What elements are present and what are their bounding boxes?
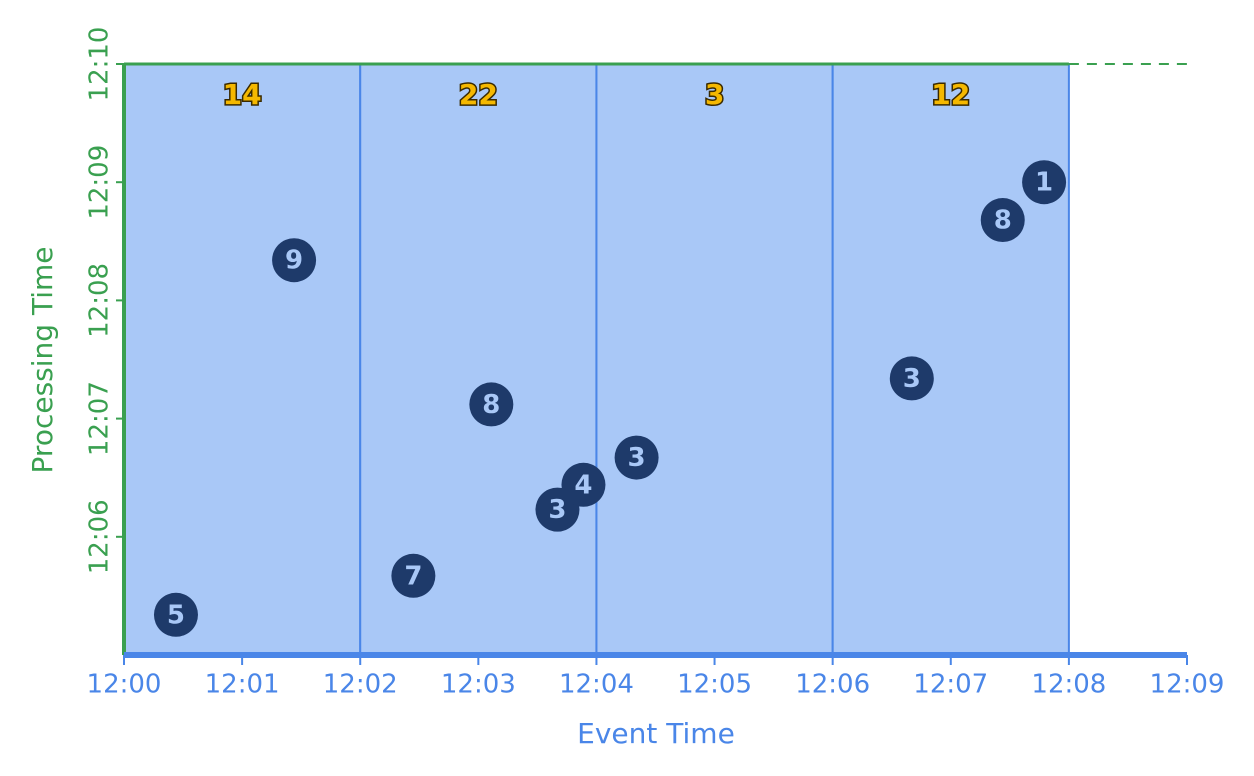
window-sum: 3 xyxy=(705,78,724,111)
point-label: 4 xyxy=(574,470,592,500)
point-label: 1 xyxy=(1035,168,1053,198)
point xyxy=(469,382,514,427)
point xyxy=(153,592,198,637)
window xyxy=(831,63,1070,656)
point-label: 3 xyxy=(903,364,921,394)
y-tick-label: 12:10 xyxy=(85,27,115,102)
window-sum: 22 xyxy=(459,78,498,111)
window xyxy=(595,63,834,656)
x-tick-label: 12:00 xyxy=(87,670,162,700)
x-tick-label: 12:06 xyxy=(795,670,870,700)
y-tick-label: 12:07 xyxy=(85,381,115,456)
x-tick-label: 12:05 xyxy=(677,670,752,700)
point-label: 8 xyxy=(482,390,500,420)
x-tick-label: 12:07 xyxy=(913,670,988,700)
x-tick-label: 12:02 xyxy=(323,670,398,700)
point-label: 3 xyxy=(548,495,566,525)
x-axis-label: Event Time xyxy=(577,717,735,750)
point xyxy=(1022,160,1067,205)
x-tick-label: 12:09 xyxy=(1150,670,1225,700)
point xyxy=(391,553,436,598)
y-axis-label: Processing Time xyxy=(26,247,59,474)
point-label: 7 xyxy=(404,561,422,591)
window-sum: 12 xyxy=(931,78,970,111)
point-label: 8 xyxy=(994,206,1012,236)
point-label: 5 xyxy=(167,600,185,630)
point xyxy=(272,238,317,283)
x-tick-label: 12:03 xyxy=(441,670,516,700)
y-tick-label: 12:06 xyxy=(85,499,115,574)
x-tick-label: 12:01 xyxy=(205,670,280,700)
x-tick-label: 12:08 xyxy=(1031,670,1106,700)
y-tick-label: 12:09 xyxy=(85,145,115,220)
window xyxy=(359,63,598,656)
window-sum: 14 xyxy=(223,78,262,111)
point xyxy=(561,462,606,507)
y-tick-label: 12:08 xyxy=(85,263,115,338)
x-tick-label: 12:04 xyxy=(559,670,634,700)
window xyxy=(123,63,362,656)
point-label: 3 xyxy=(628,443,646,473)
point xyxy=(889,356,934,401)
point xyxy=(980,198,1025,243)
point xyxy=(614,435,659,480)
point-label: 9 xyxy=(285,246,303,276)
